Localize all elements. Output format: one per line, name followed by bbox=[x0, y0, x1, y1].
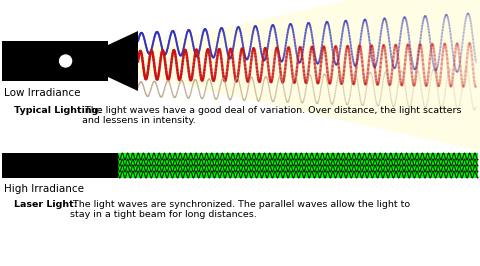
Circle shape bbox=[60, 55, 72, 67]
FancyBboxPatch shape bbox=[2, 153, 118, 178]
FancyBboxPatch shape bbox=[118, 153, 478, 178]
Polygon shape bbox=[108, 31, 138, 91]
Text: The light waves are synchronized. The parallel waves allow the light to
stay in : The light waves are synchronized. The pa… bbox=[70, 200, 410, 219]
FancyBboxPatch shape bbox=[2, 41, 108, 81]
Text: Typical Lighting:: Typical Lighting: bbox=[14, 106, 102, 115]
Text: High Irradiance: High Irradiance bbox=[4, 184, 84, 194]
Text: Laser Light:: Laser Light: bbox=[14, 200, 77, 209]
Text: The light waves have a good deal of variation. Over distance, the light scatters: The light waves have a good deal of vari… bbox=[82, 106, 461, 125]
Polygon shape bbox=[138, 0, 480, 151]
Text: Low Irradiance: Low Irradiance bbox=[4, 88, 81, 98]
